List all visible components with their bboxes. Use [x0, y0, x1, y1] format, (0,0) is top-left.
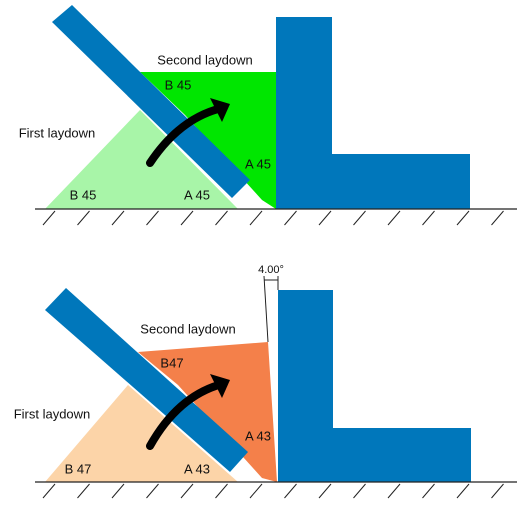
blue-bar	[45, 288, 248, 472]
hatch-mark	[249, 210, 263, 226]
hatch-mark	[180, 210, 194, 226]
second-b-label: B47	[160, 355, 183, 370]
first-laydown-label: First laydown	[19, 125, 96, 140]
hatch-mark	[215, 483, 228, 499]
hatch-mark	[491, 210, 504, 226]
hatch-mark	[284, 483, 297, 499]
l-block	[278, 290, 471, 482]
hatch-mark	[180, 483, 194, 499]
hatch-mark	[353, 210, 366, 226]
angle-label: 4.00°	[258, 264, 284, 276]
first-laydown-triangle	[45, 110, 238, 209]
hatch-mark	[77, 210, 90, 226]
first-laydown-triangle	[45, 385, 238, 482]
arrow	[146, 380, 226, 450]
second-a-label: A 43	[245, 428, 271, 443]
second-laydown-label: Second laydown	[157, 52, 252, 67]
hatch-mark	[42, 483, 56, 499]
hatching	[42, 210, 504, 226]
hatch-mark	[318, 483, 332, 499]
arrow-head	[210, 374, 230, 398]
hatch-mark	[215, 210, 228, 226]
hatch-mark	[111, 210, 125, 226]
first-b-label: B 45	[70, 187, 97, 202]
hatch-mark	[353, 483, 366, 499]
arrow	[146, 104, 226, 167]
hatch-mark	[42, 210, 56, 226]
hatch-mark	[249, 483, 263, 499]
first-laydown-label: First laydown	[14, 406, 91, 421]
blue-bar	[52, 5, 250, 198]
hatch-mark	[318, 210, 332, 226]
second-a-label: A 45	[245, 156, 271, 171]
first-b-label: B 47	[65, 461, 92, 476]
hatch-mark	[387, 210, 401, 226]
hatch-mark	[422, 483, 435, 499]
bottom-panel: 4.00° Second laydown B47 First laydown A…	[14, 264, 517, 499]
hatch-mark	[146, 210, 159, 226]
hatch-mark	[456, 483, 470, 499]
hatch-mark	[387, 483, 401, 499]
l-block	[276, 17, 470, 209]
hatch-mark	[146, 483, 159, 499]
second-b-label: B 45	[165, 77, 192, 92]
angle-line	[263, 275, 269, 343]
hatch-mark	[456, 210, 470, 226]
hatch-mark	[111, 483, 125, 499]
hatch-mark	[284, 210, 297, 226]
hatching	[42, 483, 504, 499]
hatch-mark	[77, 483, 90, 499]
top-panel: Second laydown B 45 First laydown A 45 B…	[19, 5, 517, 226]
first-a-label: A 43	[184, 461, 210, 476]
hatch-mark	[422, 210, 435, 226]
second-laydown-label: Second laydown	[140, 321, 235, 336]
arrow-head	[210, 98, 230, 122]
hatch-mark	[491, 483, 504, 499]
first-a-label: A 45	[184, 187, 210, 202]
